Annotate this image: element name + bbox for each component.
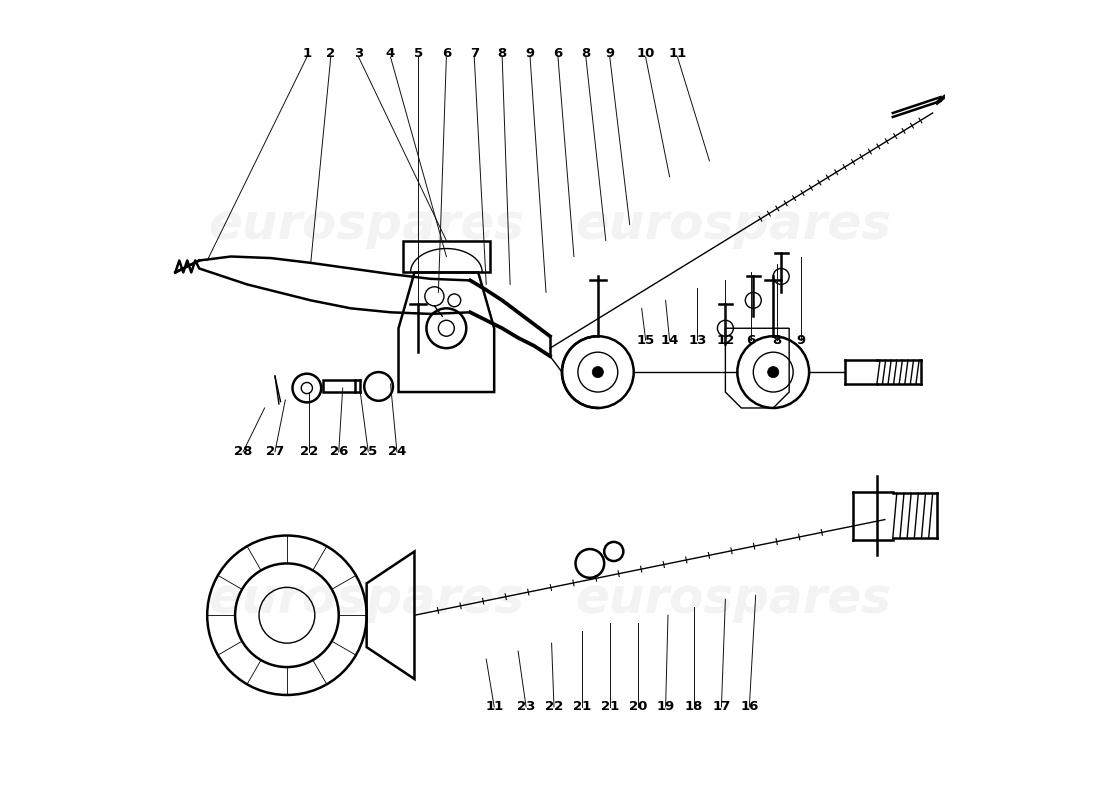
- Text: 28: 28: [234, 446, 252, 458]
- Text: 22: 22: [544, 701, 563, 714]
- Text: 9: 9: [526, 46, 535, 60]
- Circle shape: [768, 366, 779, 378]
- Text: 22: 22: [300, 446, 318, 458]
- Text: 8: 8: [581, 46, 591, 60]
- Text: 17: 17: [713, 701, 730, 714]
- Text: 25: 25: [359, 446, 377, 458]
- Text: 5: 5: [414, 46, 424, 60]
- Text: 9: 9: [796, 334, 805, 346]
- Text: 8: 8: [772, 334, 782, 346]
- Text: 19: 19: [657, 701, 674, 714]
- Text: 11: 11: [485, 701, 504, 714]
- Text: 18: 18: [684, 701, 703, 714]
- Text: 15: 15: [637, 334, 654, 346]
- Text: 21: 21: [573, 701, 591, 714]
- Text: 6: 6: [442, 46, 451, 60]
- Text: eurospares: eurospares: [575, 201, 891, 249]
- Text: 4: 4: [386, 46, 395, 60]
- Text: 20: 20: [628, 701, 647, 714]
- Text: 24: 24: [387, 446, 406, 458]
- Text: eurospares: eurospares: [209, 201, 525, 249]
- Text: 11: 11: [669, 46, 686, 60]
- Circle shape: [592, 366, 604, 378]
- Text: 7: 7: [470, 46, 478, 60]
- Text: 13: 13: [689, 334, 706, 346]
- Text: eurospares: eurospares: [575, 575, 891, 623]
- Text: 1: 1: [302, 46, 311, 60]
- Text: 26: 26: [330, 446, 348, 458]
- Text: 10: 10: [637, 46, 654, 60]
- Text: 16: 16: [740, 701, 759, 714]
- Text: 9: 9: [605, 46, 615, 60]
- Polygon shape: [937, 94, 945, 105]
- Text: 2: 2: [327, 46, 336, 60]
- Text: 23: 23: [517, 701, 536, 714]
- Text: 14: 14: [660, 334, 679, 346]
- Text: 3: 3: [354, 46, 363, 60]
- Text: 6: 6: [553, 46, 562, 60]
- Text: 6: 6: [746, 334, 756, 346]
- Text: 12: 12: [716, 334, 735, 346]
- Text: 27: 27: [266, 446, 284, 458]
- Text: eurospares: eurospares: [209, 575, 525, 623]
- Text: 8: 8: [497, 46, 507, 60]
- Text: 21: 21: [601, 701, 619, 714]
